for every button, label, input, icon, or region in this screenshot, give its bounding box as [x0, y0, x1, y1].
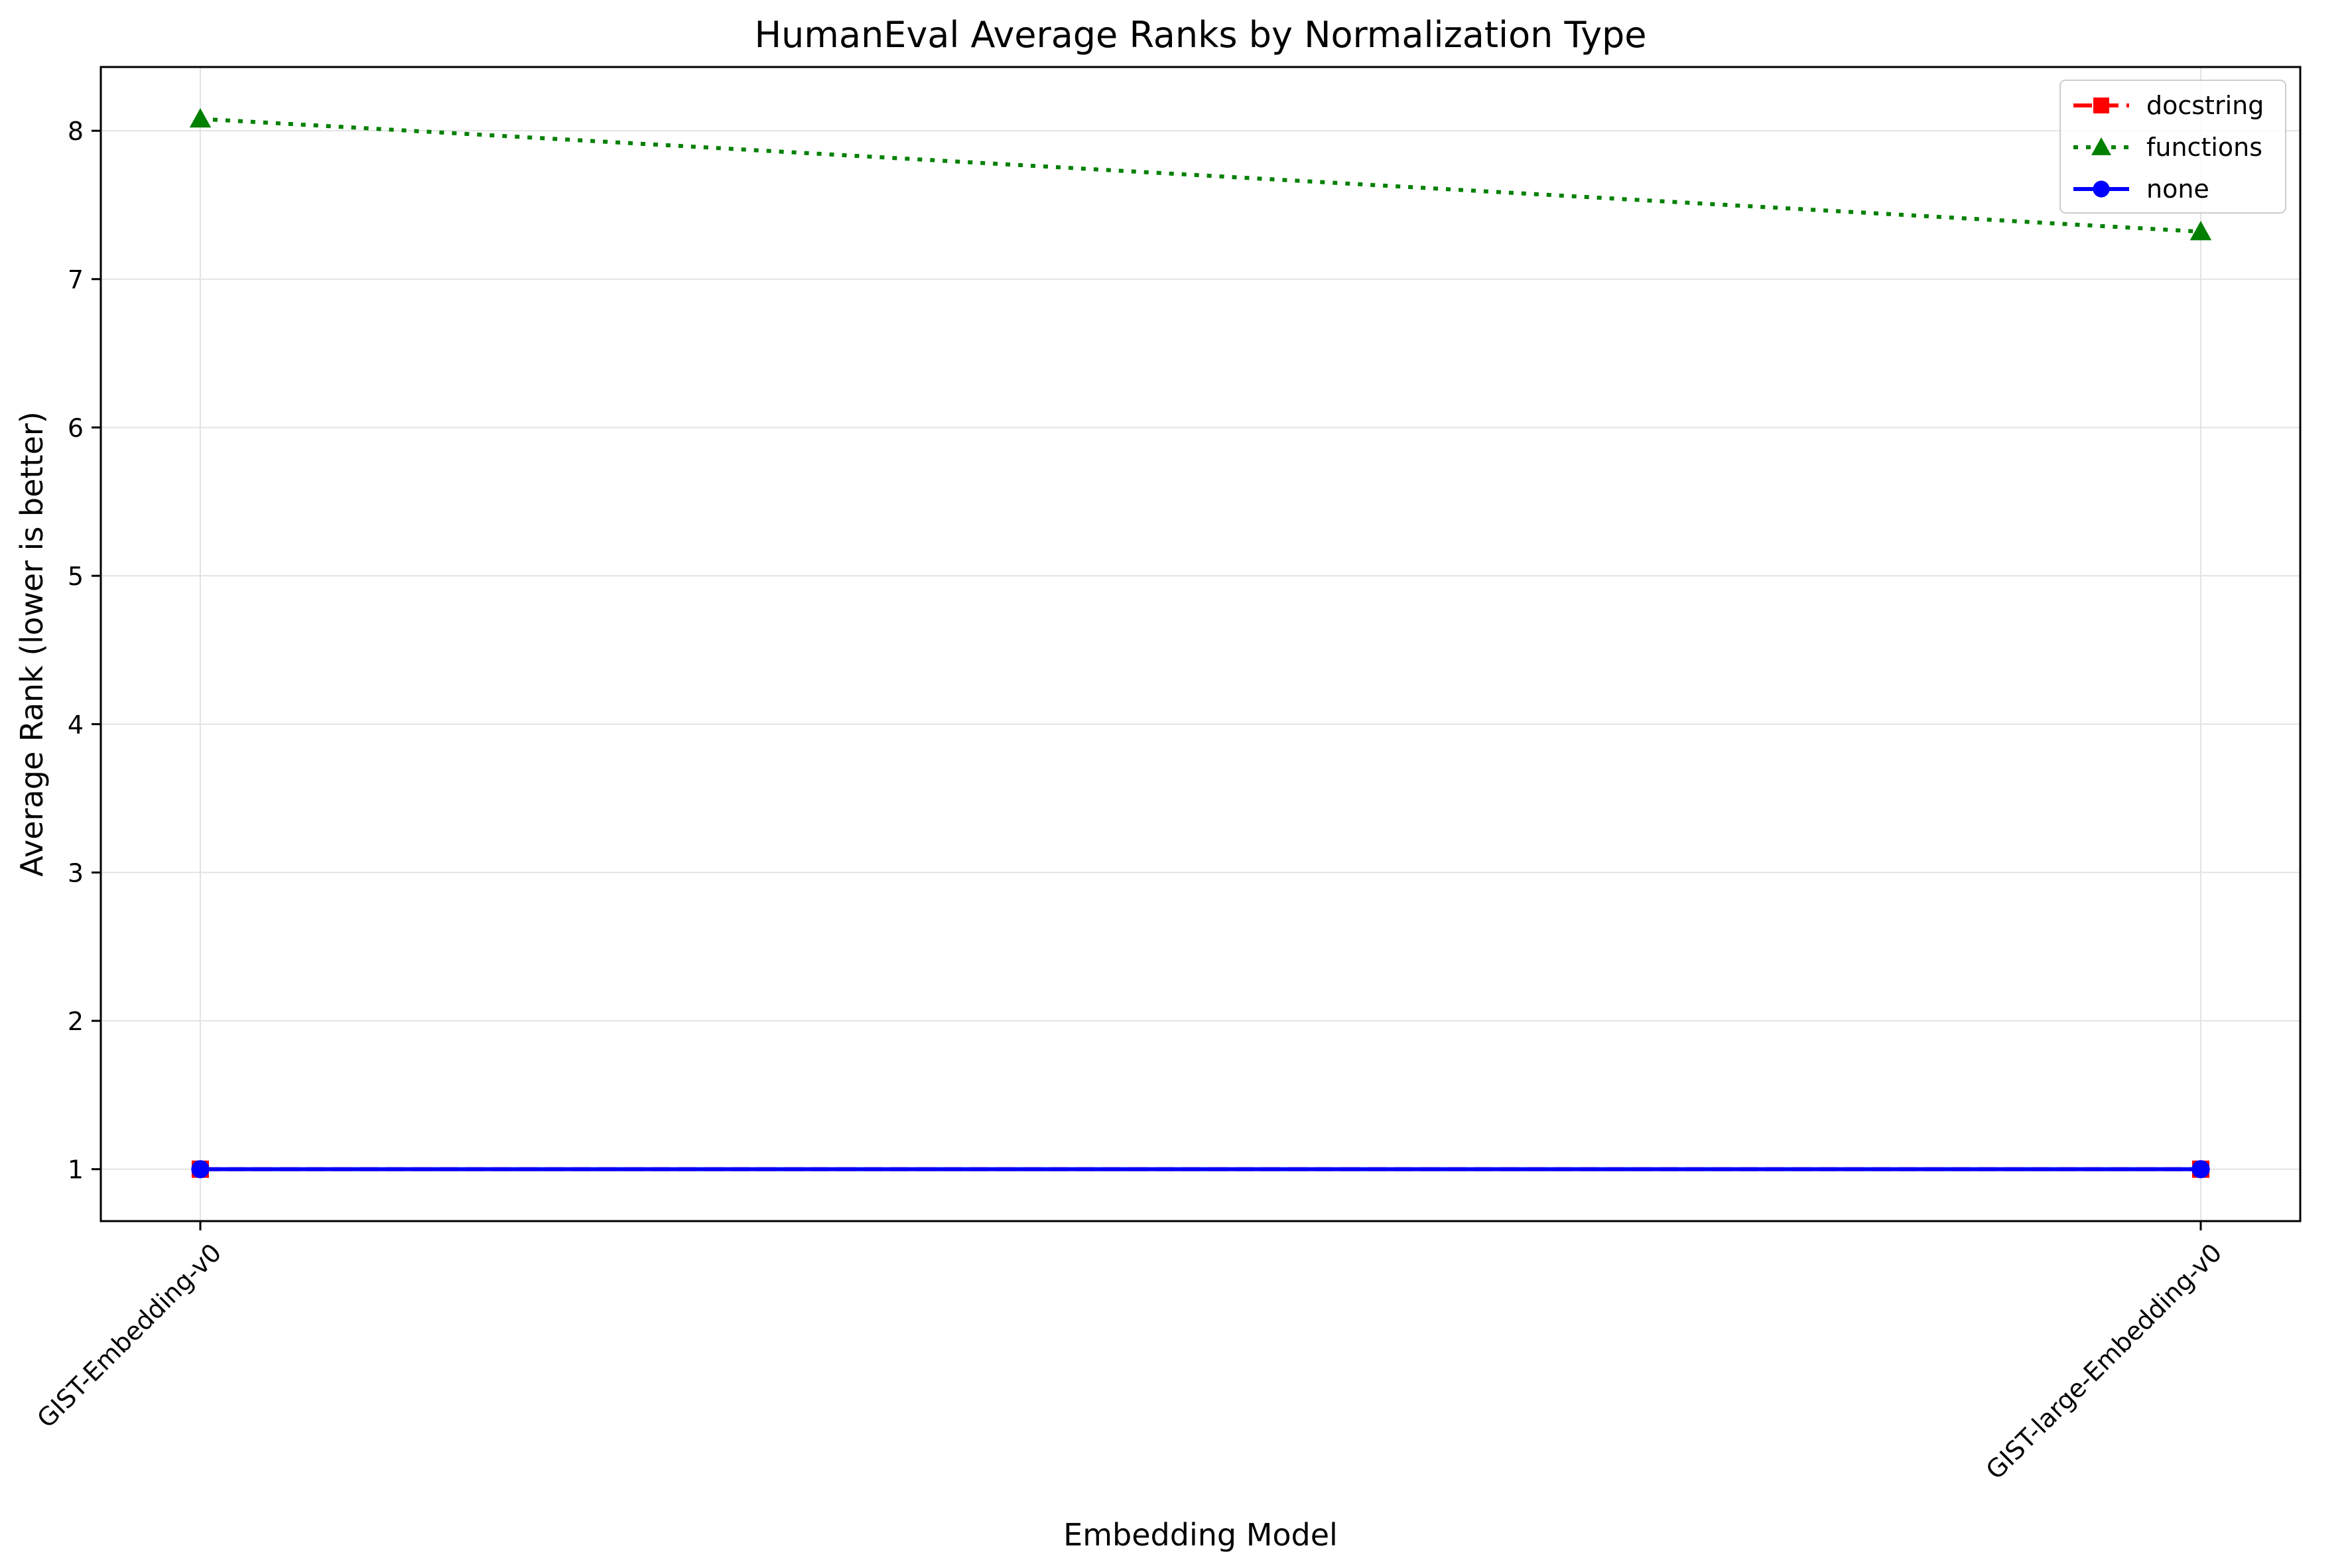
legend-label-docstring: docstring [2146, 91, 2264, 120]
legend-label-none: none [2146, 174, 2209, 204]
grid [101, 67, 2300, 1221]
y-tick-label: 6 [68, 413, 84, 442]
series-functions [189, 108, 2212, 241]
legend-marker-docstring [2093, 98, 2109, 113]
legend-entry-functions: functions [2073, 133, 2262, 162]
y-tick-label: 2 [68, 1007, 84, 1036]
legend-box [2059, 80, 2286, 214]
x-axis-label: Embedding Model [1063, 1517, 1338, 1553]
y-tick-label: 3 [68, 858, 84, 887]
legend-marker-functions [2091, 137, 2111, 155]
chart-title: HumanEval Average Ranks by Normalization… [754, 14, 1646, 56]
y-axis: 1 2 3 4 5 6 7 8 [68, 117, 101, 1185]
y-axis-label: Average Rank (lower is better) [14, 411, 50, 877]
series-layer [189, 108, 2212, 1179]
legend-entry-docstring: docstring [2073, 91, 2264, 120]
plot-frame [99, 66, 2302, 1222]
data-point-none [191, 1160, 210, 1179]
data-point-functions [189, 108, 212, 128]
y-tick-label: 1 [68, 1155, 84, 1185]
y-tick-label: 7 [68, 265, 84, 294]
y-tick-label: 4 [68, 710, 84, 740]
data-point-none [2191, 1160, 2210, 1179]
y-tick-label: 8 [68, 117, 84, 146]
legend-label-functions: functions [2146, 133, 2262, 162]
data-point-functions [2189, 221, 2212, 241]
series-none [191, 1160, 2210, 1179]
legend-entry-none: none [2073, 174, 2209, 204]
legend: docstring functions none [2059, 80, 2286, 214]
legend-marker-none [2093, 180, 2110, 198]
y-tick-label: 5 [68, 562, 84, 591]
